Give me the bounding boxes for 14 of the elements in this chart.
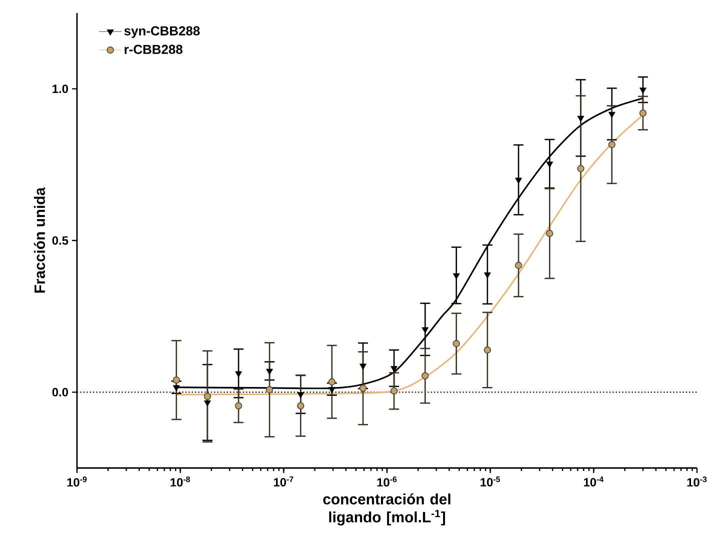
y-tick-label: 0.5 (52, 236, 68, 245)
y-tick-label: 0.0 (52, 388, 68, 396)
y-tick-label: 1.0 (52, 84, 68, 94)
x-tick-label: 10$^{-3}$ (687, 476, 707, 487)
x-axis-title: concentración del ligando [mol.L$^{-1}$] (323, 493, 450, 526)
legend-label: syn-CBB288 (124, 26, 200, 38)
x-tick-label: 10$^{-6}$ (377, 476, 397, 487)
x-tick-label: 10$^{-5}$ (480, 476, 500, 486)
x-tick-label: 10$^{-7}$ (274, 476, 294, 486)
x-tick-label: 10$^{-9}$ (67, 476, 87, 487)
y-axis-title: Fracción unida (34, 187, 46, 293)
x-tick-label: 10$^{-4}$ (584, 476, 604, 486)
legend-label: r-CBB288 (124, 44, 182, 54)
x-tick-label: 10$^{-8}$ (170, 476, 190, 487)
